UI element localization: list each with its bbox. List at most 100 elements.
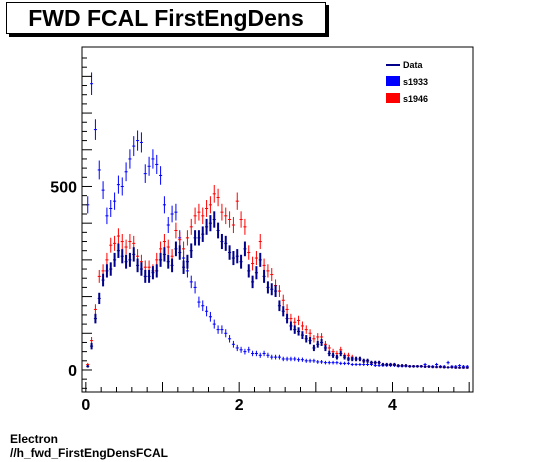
data-point [97,292,101,305]
data-point [239,211,243,228]
data-point [304,358,308,363]
data-point [346,356,350,362]
data-point [228,335,232,343]
data-point [231,216,235,234]
legend-entry-s1946: s1946 [386,93,428,104]
data-point [90,342,94,350]
data-point [105,207,109,225]
data-point [143,164,147,183]
data-point [97,269,101,283]
legend-swatch-s1946 [386,93,400,103]
data-point [155,154,159,175]
data-point [385,362,389,367]
data-point [132,247,136,262]
data-point [254,250,258,266]
data-point [389,362,393,367]
data-point [193,281,197,294]
data-point [235,344,239,352]
data-point [446,366,450,369]
data-point [297,315,301,326]
data-point [327,360,331,365]
data-point [266,352,270,358]
data-point [251,275,255,289]
data-point [274,354,278,360]
data-point [243,218,247,235]
data-point [101,181,105,200]
data-point [182,260,186,274]
data-point [113,235,117,251]
data-point [438,365,442,369]
data-point [243,241,247,257]
data-point [419,365,423,368]
data-point [139,132,143,153]
data-point [320,360,324,364]
data-point [335,360,339,365]
data-point [205,200,209,217]
data-point [247,346,251,353]
data-point [124,162,128,182]
data-point [216,222,220,239]
x-tick-label: 0 [81,397,90,414]
data-point [377,364,381,367]
axes: 0 2 4 0 500 [50,57,470,414]
data-point [465,366,469,369]
data-point [86,365,90,368]
data-point [281,356,285,362]
data-point [289,356,293,362]
data-point [304,325,308,334]
data-point [212,211,216,228]
data-point [293,317,297,327]
data-point [446,360,450,365]
data-point [166,239,170,255]
data-point [308,358,312,363]
legend-label-s1933: s1933 [403,77,428,87]
data-point [281,306,285,317]
data-point [392,362,396,367]
data-point [124,239,128,255]
data-point [101,273,105,287]
data-point [404,364,408,367]
data-point [366,358,370,363]
data-point [327,350,331,357]
data-point [201,300,205,312]
data-point [97,160,101,180]
data-point [277,300,281,312]
series-s1933 [86,72,469,368]
data-point [193,230,197,246]
data-point [300,321,304,331]
y-tick-label: 500 [50,179,77,196]
data-point [454,366,458,369]
data-point [300,357,304,362]
data-point [323,360,327,365]
plot-frame [81,46,474,393]
legend: Data s1933 s1946 [386,60,428,104]
data-point [124,254,128,269]
data-point [346,361,350,366]
data-point [189,243,193,258]
data-point [128,233,132,250]
data-point [331,352,335,358]
data-point [415,365,419,368]
data-point [293,325,297,334]
data-point [193,207,197,225]
data-point [216,325,220,334]
data-point [323,344,327,352]
data-point [354,356,358,362]
data-point [339,361,343,366]
data-point [369,360,373,365]
data-point [201,207,205,225]
data-point [105,264,109,278]
data-point [316,360,320,364]
data-point [162,247,166,262]
data-point [396,364,400,367]
data-point [266,281,270,294]
data-point [316,333,320,341]
data-point [159,166,163,185]
data-point [159,252,163,267]
data-point [220,233,224,250]
data-point [224,329,228,338]
data-point [412,365,416,368]
data-point [220,203,224,221]
data-point [320,338,324,346]
